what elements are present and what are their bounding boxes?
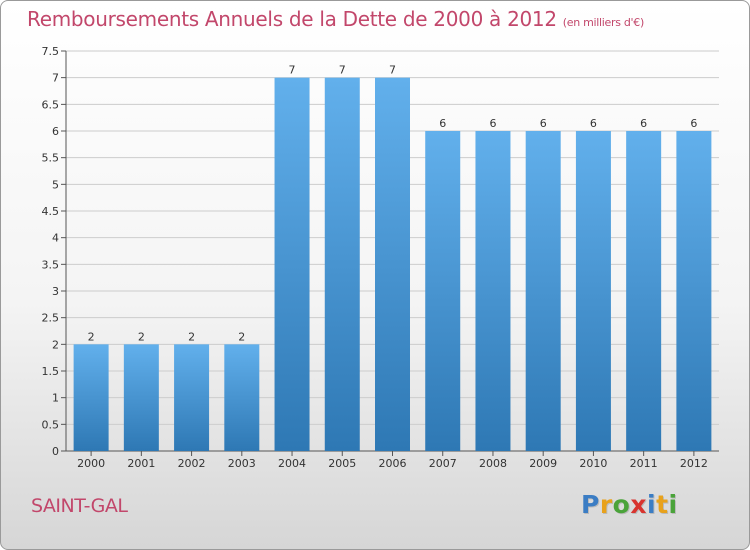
logo-letter: t <box>656 490 669 519</box>
x-tick-label-2006: 2006 <box>379 457 407 470</box>
y-tick-label: 7 <box>52 72 59 85</box>
logo-letter: o <box>612 490 631 519</box>
value-label-2006: 7 <box>389 64 396 77</box>
proxiti-logo: Proxiti <box>581 490 678 519</box>
y-tick-label: 6 <box>52 125 59 138</box>
logo-letter: i <box>647 490 657 519</box>
y-tick-label: 6.5 <box>42 98 60 111</box>
x-tick-label-2002: 2002 <box>178 457 206 470</box>
value-label-2002: 2 <box>188 330 195 343</box>
bar-2012 <box>676 131 712 451</box>
logo-letter: P <box>581 490 600 519</box>
y-tick-label: 0 <box>52 445 59 458</box>
bar-2010 <box>575 131 611 451</box>
value-label-2011: 6 <box>640 117 647 130</box>
bars <box>73 77 712 452</box>
bar-2009 <box>525 131 561 451</box>
bar-2006 <box>375 77 410 452</box>
y-tick-label: 2 <box>52 338 59 351</box>
x-tick-label-2009: 2009 <box>529 457 557 470</box>
y-tick-label: 5.5 <box>42 152 60 165</box>
value-label-2012: 6 <box>690 117 697 130</box>
bar-2008 <box>475 131 511 451</box>
x-tick-label-2007: 2007 <box>429 457 457 470</box>
chart-title-text: Remboursements Annuels de la Dette de 20… <box>27 7 557 31</box>
logo-letter: r <box>599 490 613 519</box>
value-label-2001: 2 <box>138 330 145 343</box>
x-tick-label-2003: 2003 <box>228 457 256 470</box>
x-tick-label-2005: 2005 <box>328 457 356 470</box>
x-tick-label-2011: 2011 <box>630 457 658 470</box>
value-label-2007: 6 <box>439 117 446 130</box>
value-label-2000: 2 <box>88 330 95 343</box>
value-label-2010: 6 <box>590 117 597 130</box>
bar-2005 <box>324 77 360 452</box>
bar-2007 <box>425 131 461 451</box>
y-tick-label: 4.5 <box>42 205 60 218</box>
y-tick-label: 7.5 <box>42 45 60 58</box>
y-tick-label: 2.5 <box>42 312 60 325</box>
value-label-2008: 6 <box>489 117 496 130</box>
x-tick-label-2010: 2010 <box>579 457 607 470</box>
bar-2002 <box>174 344 210 451</box>
bar-2004 <box>274 77 310 452</box>
logo-letter: i <box>668 490 678 519</box>
y-tick-label: 4 <box>52 232 59 245</box>
x-tick-label-2008: 2008 <box>479 457 507 470</box>
x-tick-label-2004: 2004 <box>278 457 306 470</box>
y-tick-label: 3.5 <box>42 258 60 271</box>
x-tick-label-2000: 2000 <box>77 457 105 470</box>
x-tick-label-2001: 2001 <box>127 457 155 470</box>
y-tick-label: 1 <box>52 392 59 405</box>
labels: 0 0.5 1 1.5 2 2.5 3 3.5 4 4.5 5 5.5 6 6.5 7 7.5 2 2000 2 20… <box>42 45 708 470</box>
bar-2001 <box>123 344 159 451</box>
bar-2003 <box>224 344 260 451</box>
bar-2000 <box>73 344 109 451</box>
value-label-2004: 7 <box>289 64 296 77</box>
chart-unit: (en milliers d'€) <box>562 16 644 29</box>
y-tick-label: 1.5 <box>42 365 60 378</box>
bar-2011 <box>626 131 662 451</box>
value-label-2009: 6 <box>540 117 547 130</box>
y-tick-label: 0.5 <box>42 418 60 431</box>
x-tick-label-2012: 2012 <box>680 457 708 470</box>
value-label-2005: 7 <box>339 64 346 77</box>
y-tick-label: 5 <box>52 178 59 191</box>
value-label-2003: 2 <box>238 330 245 343</box>
commune-name: SAINT-GAL <box>31 495 128 517</box>
chart-title: Remboursements Annuels de la Dette de 20… <box>27 7 644 31</box>
logo-letter: x <box>630 490 647 519</box>
y-tick-label: 3 <box>52 285 59 298</box>
